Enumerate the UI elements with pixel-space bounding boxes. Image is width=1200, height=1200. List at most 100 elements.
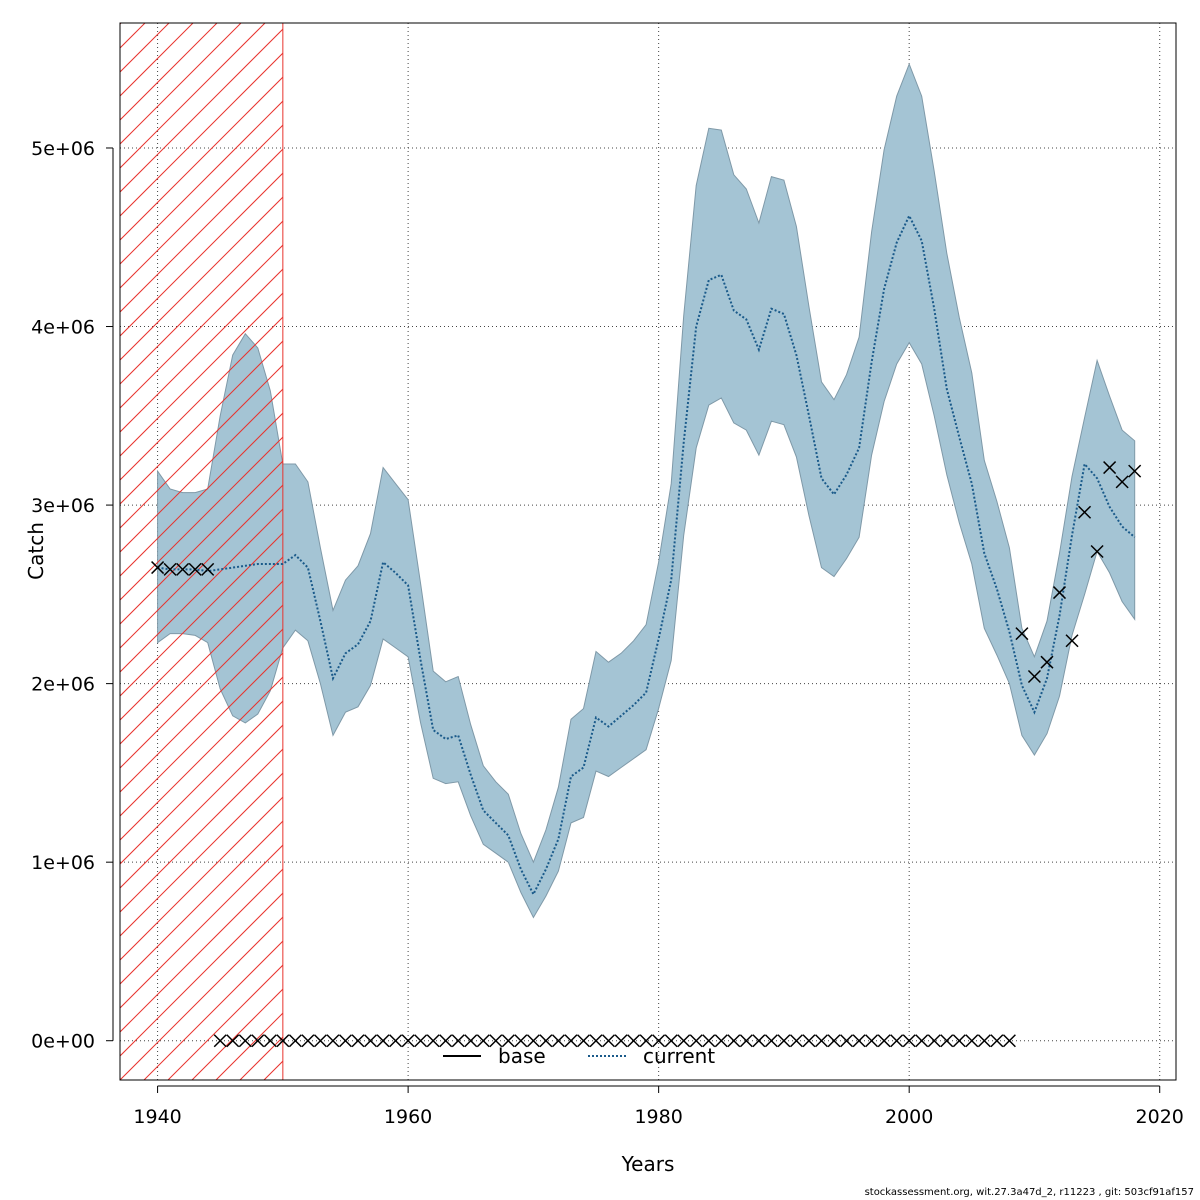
plot-frame <box>119 22 1177 1081</box>
observed-points <box>151 461 1142 684</box>
marker-stroke <box>764 1034 778 1048</box>
zero-catch-point <box>576 1034 591 1048</box>
hatch-line <box>120 23 146 49</box>
zero-catch-points <box>213 1034 1016 1048</box>
marker-stroke <box>840 1034 854 1048</box>
zero-catch-point <box>852 1034 866 1048</box>
observed-point <box>163 562 177 576</box>
confidence-band <box>157 62 1136 919</box>
y-tick-label: 1e+06 <box>31 852 95 874</box>
marker-stroke <box>201 562 215 576</box>
marker-stroke <box>188 562 202 576</box>
zero-catch-point <box>915 1034 929 1048</box>
marker-stroke <box>927 1034 941 1048</box>
zero-catch-point <box>714 1034 728 1048</box>
zero-catch-point <box>464 1034 478 1048</box>
observed-point <box>1027 669 1041 684</box>
marker-stroke <box>526 1034 540 1048</box>
marker-stroke <box>1052 586 1067 600</box>
marker-stroke <box>301 1034 315 1048</box>
zero-catch-point <box>313 1034 327 1048</box>
x-axis: 1940 1960 1980 2000 2020 <box>133 1085 1184 1128</box>
y-tick-label: 4e+06 <box>31 317 95 339</box>
zero-catch-point <box>639 1034 653 1048</box>
observed-point <box>1065 634 1079 648</box>
hatch-line <box>120 628 283 793</box>
marker-stroke <box>351 1034 365 1048</box>
hatch-line <box>120 76 283 241</box>
zero-catch-point <box>451 1034 465 1048</box>
marker-stroke <box>401 1034 415 1048</box>
zero-catch-point <box>602 1034 616 1048</box>
zero-catch-point <box>276 1034 290 1048</box>
observed-point <box>1128 464 1142 478</box>
marker-stroke <box>364 1034 378 1048</box>
zero-catch-point <box>890 1034 904 1048</box>
marker-stroke <box>1027 669 1041 684</box>
hatch-line <box>120 508 283 673</box>
marker-stroke <box>1078 505 1092 519</box>
marker-stroke <box>814 1034 829 1048</box>
zero-catch-point <box>589 1034 603 1048</box>
zero-catch-point <box>777 1034 791 1048</box>
marker-stroke <box>627 1034 641 1048</box>
marker-stroke <box>501 1034 515 1048</box>
legend: base current <box>443 1044 715 1068</box>
observed-point <box>1103 461 1117 475</box>
zero-catch-point <box>789 1034 803 1048</box>
zero-catch-point <box>476 1034 490 1048</box>
marker-stroke <box>677 1034 691 1048</box>
zero-catch-point <box>927 1034 941 1048</box>
zero-catch-point <box>627 1034 641 1048</box>
marker-stroke <box>414 1034 428 1048</box>
observed-point <box>176 562 190 576</box>
observed-point <box>1115 475 1129 489</box>
marker-stroke <box>990 1034 1004 1048</box>
hatch-line <box>120 532 283 697</box>
marker-stroke <box>890 1034 904 1048</box>
y-tick-label: 3e+06 <box>31 495 95 517</box>
observed-point <box>1052 586 1067 600</box>
marker-stroke <box>1090 544 1104 559</box>
x-tick-label: 2020 <box>1136 1106 1184 1128</box>
confidence-band-area <box>157 62 1136 919</box>
observed-point <box>1090 544 1104 559</box>
marker-stroke <box>1015 627 1029 641</box>
marker-stroke <box>539 1034 553 1048</box>
marker-stroke <box>439 1034 453 1048</box>
marker-stroke <box>1103 461 1117 475</box>
marker-stroke <box>226 1034 240 1048</box>
marker-stroke <box>789 1034 803 1048</box>
y-axis: 0e+00 1e+06 2e+06 3e+06 4e+06 5e+06 <box>31 138 114 1053</box>
marker-stroke <box>752 1034 766 1048</box>
zero-catch-point <box>689 1034 703 1048</box>
marker-stroke <box>213 1034 227 1048</box>
zero-catch-point <box>739 1034 753 1048</box>
marker-stroke <box>1115 475 1129 489</box>
hatch-line <box>120 436 283 601</box>
zero-catch-point <box>551 1034 565 1048</box>
zero-catch-point <box>401 1034 415 1048</box>
zero-catch-point <box>288 1034 302 1048</box>
zero-catch-point <box>827 1034 841 1048</box>
marker-stroke <box>389 1034 403 1048</box>
hatch-line <box>120 484 283 649</box>
zero-catch-point <box>814 1034 829 1048</box>
zero-catch-point <box>489 1034 503 1048</box>
marker-stroke <box>263 1034 277 1048</box>
zero-catch-point <box>351 1034 365 1048</box>
marker-stroke <box>276 1034 290 1048</box>
marker-stroke <box>376 1034 390 1048</box>
marker-stroke <box>489 1034 503 1048</box>
hatch-line <box>191 988 283 1080</box>
zero-catch-point <box>902 1034 916 1048</box>
x-tick-label: 2000 <box>885 1106 933 1128</box>
zero-catch-point <box>840 1034 854 1048</box>
marker-stroke <box>288 1034 302 1048</box>
marker-stroke <box>1040 655 1054 669</box>
marker-stroke <box>151 561 165 575</box>
zero-catch-point <box>877 1034 891 1048</box>
marker-stroke <box>1065 634 1079 648</box>
zero-catch-point <box>940 1034 954 1048</box>
